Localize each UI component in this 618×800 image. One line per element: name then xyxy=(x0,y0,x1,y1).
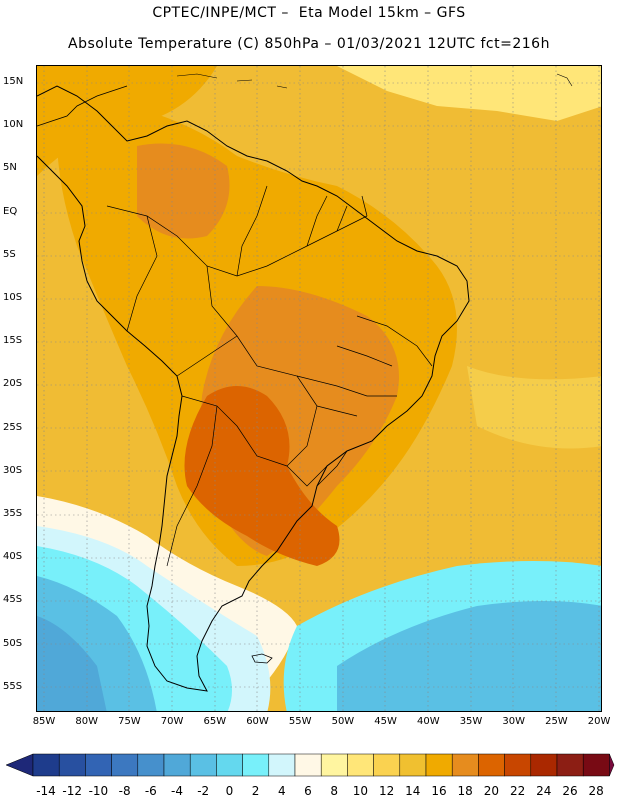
colorbar-tick-label: 12 xyxy=(378,784,395,798)
colorbar-tick-label: -6 xyxy=(144,784,157,798)
lon-tick-label: 50W xyxy=(331,716,355,727)
colorbar-swatch xyxy=(556,753,584,777)
colorbar-tick-label: -4 xyxy=(171,784,183,798)
country-borders xyxy=(106,185,433,567)
colorbar-tick-label: -2 xyxy=(197,784,210,798)
lat-tick-label: 10N xyxy=(3,119,24,131)
field-red-orange-core xyxy=(184,386,340,566)
field-dark-orange-2 xyxy=(137,143,230,239)
colorbar-tick-label: 28 xyxy=(588,784,604,798)
lat-tick-label: 45S xyxy=(3,594,23,606)
colorbar-swatch xyxy=(268,753,296,777)
lon-tick-label: 65W xyxy=(203,716,227,727)
lon-tick-label: 35W xyxy=(459,716,483,727)
colorbar-low-arrow xyxy=(5,753,34,777)
colorbar-swatch xyxy=(32,753,60,777)
lon-tick-label: 55W xyxy=(288,716,312,727)
colorbar-tick-label: 4 xyxy=(277,784,286,798)
colorbar-swatch xyxy=(242,753,270,777)
lat-tick-label: 20S xyxy=(3,378,23,390)
chart-subtitle: Absolute Temperature (C) 850hPa – 01/03/… xyxy=(68,36,550,52)
lon-tick-label: 45W xyxy=(374,716,397,727)
lat-tick-label: 15S xyxy=(3,335,23,347)
colorbar-swatch xyxy=(216,753,243,777)
lat-tick-label: 55S xyxy=(3,680,23,692)
lat-tick-label: 30S xyxy=(3,464,23,476)
colorbar-swatch xyxy=(189,753,217,777)
lat-tick-label: 5S xyxy=(3,248,16,260)
colorbar-swatch xyxy=(582,753,610,777)
lon-tick-label: 25W xyxy=(545,716,568,727)
lon-tick-label: 30W xyxy=(502,716,525,727)
lat-tick-label: 10S xyxy=(3,292,23,303)
colorbar-tick-label: 0 xyxy=(225,784,234,798)
lat-tick-label: 5N xyxy=(3,162,17,174)
temperature-map xyxy=(37,66,601,711)
colorbar-high-arrow xyxy=(609,753,615,777)
chart-title: CPTEC/INPE/MCT – Eta Model 15km – GFS xyxy=(152,5,466,21)
colorbar-tick-label: 20 xyxy=(483,784,500,798)
colorbar-tick-label: 8 xyxy=(330,784,338,798)
colorbar-tick-label: 24 xyxy=(536,784,552,798)
lat-tick-label: 15N xyxy=(3,76,24,87)
colorbar-swatch xyxy=(373,753,401,777)
lat-tick-label: EQ xyxy=(3,205,18,217)
colorbar xyxy=(5,753,615,777)
colorbar-tick-label: 16 xyxy=(431,784,447,798)
colorbar-tick-label: 10 xyxy=(352,784,369,798)
map-panel xyxy=(36,65,602,712)
colorbar-swatch xyxy=(163,753,191,777)
colorbar-tick-label: 26 xyxy=(562,784,578,798)
field-light-yellow-ne xyxy=(337,66,601,121)
colorbar-swatch xyxy=(478,753,505,777)
colorbar-tick-label: -12 xyxy=(62,784,82,798)
colorbar-tick-label: 2 xyxy=(251,784,260,798)
lon-tick-label: 80W xyxy=(75,716,98,727)
caribbean-islands xyxy=(176,73,573,89)
colorbar-tick-label: -8 xyxy=(118,784,131,798)
lon-tick-label: 85W xyxy=(32,716,56,727)
colorbar-swatch xyxy=(530,753,558,777)
lon-tick-label: 60W xyxy=(246,716,269,727)
colorbar-swatch xyxy=(294,753,322,777)
central-america-coast xyxy=(37,85,128,127)
colorbar-tick-label: 6 xyxy=(304,784,312,798)
colorbar-swatch xyxy=(347,753,374,777)
colorbar-swatch xyxy=(85,753,112,777)
field-blue-west xyxy=(37,616,107,711)
lon-tick-label: 40W xyxy=(416,716,440,727)
colorbar-swatch xyxy=(111,753,139,777)
lon-tick-label: 75W xyxy=(118,716,141,727)
colorbar-swatch xyxy=(451,753,479,777)
falkland-islands xyxy=(251,653,273,664)
colorbar-swatch xyxy=(137,753,165,777)
colorbar-swatch xyxy=(425,753,453,777)
field-light-blue-east xyxy=(337,601,601,711)
lat-tick-label: 50S xyxy=(3,637,23,649)
lat-tick-label: 25S xyxy=(3,421,23,433)
lat-tick-label: 40S xyxy=(3,551,23,563)
colorbar-tick-label: 22 xyxy=(509,784,526,798)
colorbar-tick-label: -14 xyxy=(36,784,56,798)
colorbar-swatch xyxy=(320,753,348,777)
colorbar-tick-label: -10 xyxy=(88,784,109,798)
colorbar-swatch xyxy=(504,753,532,777)
lon-tick-label: 70W xyxy=(160,716,184,727)
colorbar-tick-label: 14 xyxy=(405,784,421,798)
lon-tick-label: 20W xyxy=(587,716,611,727)
colorbar-tick-label: 18 xyxy=(457,784,473,798)
colorbar-swatch xyxy=(58,753,86,777)
colorbar-swatch xyxy=(399,753,427,777)
lat-tick-label: 35S xyxy=(3,508,23,519)
